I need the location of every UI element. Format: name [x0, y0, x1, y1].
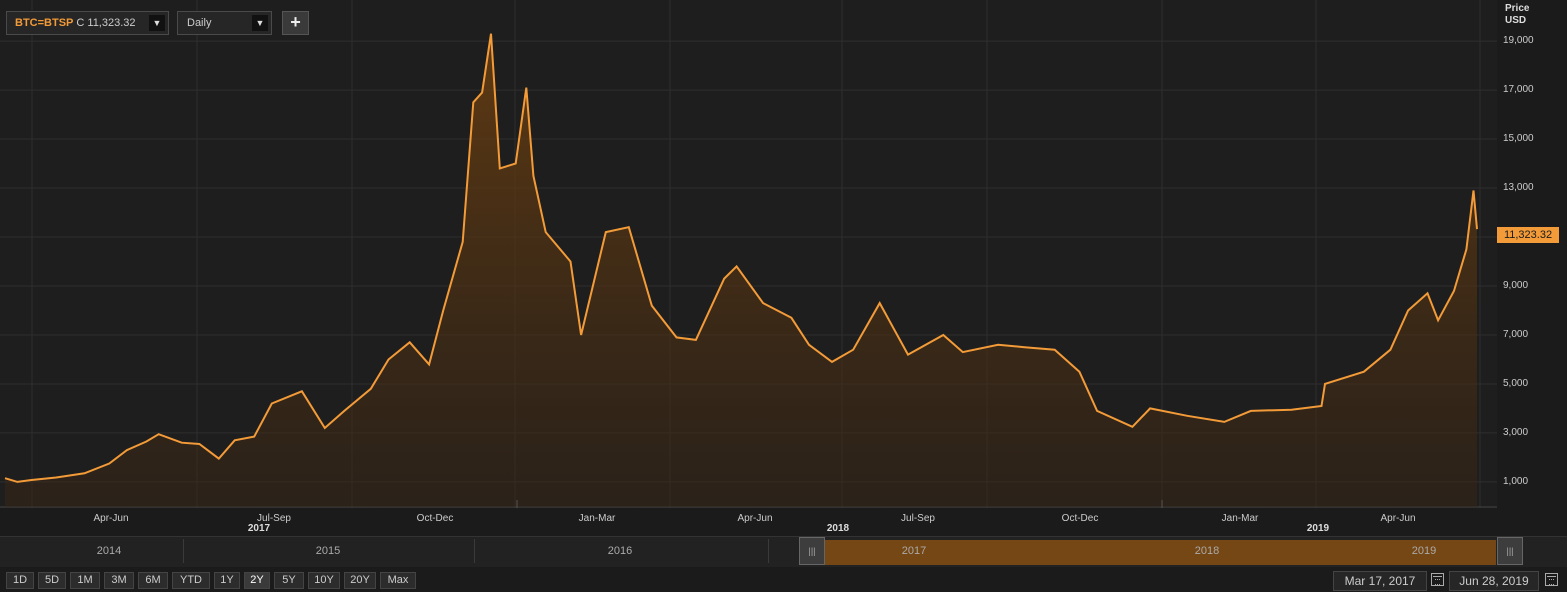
navigator-year-label: 2014	[96, 545, 122, 557]
y-tick-label: 15,000	[1503, 133, 1534, 145]
navigator-divider	[183, 539, 184, 563]
period-button-5d[interactable]: 5D	[38, 572, 66, 589]
period-button-1m[interactable]: 1M	[70, 572, 100, 589]
price-line	[4, 33, 1478, 483]
plot-area[interactable]	[0, 0, 1497, 508]
y-tick-label: 7,000	[1503, 328, 1529, 340]
calendar-icon[interactable]	[1431, 573, 1444, 586]
period-button-1d[interactable]: 1D	[6, 572, 34, 589]
navigator-right-handle[interactable]: |||	[1497, 537, 1523, 565]
x-tick-label: Jul-Sep	[901, 513, 935, 524]
price-area	[5, 33, 1477, 507]
y-axis-unit: USD	[1505, 15, 1527, 26]
x-ticks	[516, 500, 1163, 508]
navigator-year-label: 2018	[1194, 545, 1220, 557]
last-price-badge: 11,323.32	[1497, 227, 1559, 243]
period-button-1y[interactable]: 1Y	[214, 572, 240, 589]
y-tick-label: 3,000	[1503, 426, 1529, 438]
close-prefix: C	[76, 17, 85, 29]
end-date-field[interactable]: Jun 28, 2019	[1449, 571, 1539, 591]
start-date-field[interactable]: Mar 17, 2017	[1333, 571, 1427, 591]
chevron-down-icon[interactable]: ▼	[149, 15, 165, 31]
period-button-6m[interactable]: 6M	[138, 572, 168, 589]
x-year-label: 2019	[1306, 523, 1330, 534]
y-tick-label: 19,000	[1503, 35, 1534, 47]
y-tick-label: 9,000	[1503, 279, 1529, 291]
interval-selector[interactable]: Daily ▼	[177, 11, 272, 35]
navigator-year-label: 2019	[1411, 545, 1437, 557]
x-year-label: 2017	[247, 523, 271, 534]
symbol-selector[interactable]: BTC=BTSP C 11,323.32 ▼	[6, 11, 169, 35]
y-axis-title: Price	[1505, 3, 1530, 14]
y-tick-label: 1,000	[1503, 475, 1529, 487]
period-button-3m[interactable]: 3M	[104, 572, 134, 589]
period-button-ytd[interactable]: YTD	[172, 572, 210, 589]
symbol-label: BTC=BTSP	[15, 17, 74, 29]
y-tick-label: 17,000	[1503, 84, 1534, 96]
navigator-selection[interactable]	[812, 540, 1496, 565]
navigator-divider	[474, 539, 475, 563]
x-tick-label: Jan-Mar	[578, 513, 616, 524]
x-tick-label: Apr-Jun	[737, 513, 773, 524]
close-value: 11,323.32	[87, 17, 136, 29]
period-button-20y[interactable]: 20Y	[344, 572, 376, 589]
calendar-icon[interactable]	[1545, 573, 1558, 586]
interval-label: Daily	[187, 17, 212, 29]
navigator-left-handle[interactable]: |||	[799, 537, 825, 565]
navigator-year-label: 2017	[901, 545, 927, 557]
chevron-down-icon[interactable]: ▼	[252, 15, 268, 31]
y-tick-label: 5,000	[1503, 377, 1529, 389]
time-navigator[interactable]: 2014 2015 2016 2017 2018 2019 ||| |||	[0, 536, 1567, 567]
x-tick-label: Apr-Jun	[93, 513, 129, 524]
add-series-button[interactable]: +	[282, 11, 309, 35]
x-tick-label: Jul-Sep	[257, 513, 291, 524]
x-tick-label: Oct-Dec	[1061, 513, 1099, 524]
period-button-max[interactable]: Max	[380, 572, 416, 589]
period-button-10y[interactable]: 10Y	[308, 572, 340, 589]
x-year-label: 2018	[826, 523, 850, 534]
x-tick-label: Jan-Mar	[1221, 513, 1259, 524]
period-button-2y[interactable]: 2Y	[244, 572, 270, 589]
navigator-divider	[768, 539, 769, 563]
x-tick-label: Oct-Dec	[416, 513, 454, 524]
y-axis-header: Price USD	[1505, 3, 1529, 27]
x-tick-label: Apr-Jun	[1380, 513, 1416, 524]
period-button-5y[interactable]: 5Y	[274, 572, 304, 589]
y-tick-label: 13,000	[1503, 182, 1534, 194]
navigator-year-label: 2016	[607, 545, 633, 557]
navigator-year-label: 2015	[315, 545, 341, 557]
bottom-bar: 1D 5D 1M 3M 6M YTD 1Y 2Y 5Y 10Y 20Y Max Mar 17, 201…	[0, 570, 1567, 592]
price-chart[interactable]	[0, 0, 1497, 508]
